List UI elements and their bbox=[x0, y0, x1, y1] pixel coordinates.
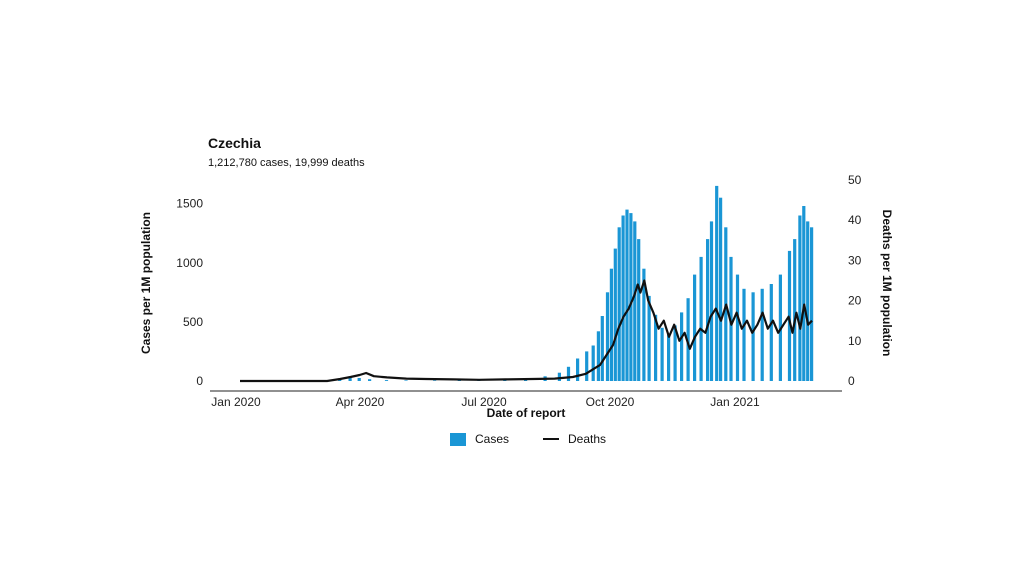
cases-bar bbox=[629, 213, 633, 381]
cases-bar bbox=[600, 316, 604, 381]
x-tick: Jan 2021 bbox=[710, 395, 760, 409]
cases-bar bbox=[709, 221, 714, 381]
cases-bar bbox=[673, 325, 677, 381]
cases-bar bbox=[735, 274, 740, 381]
cases-bar bbox=[699, 256, 703, 381]
legend: Cases Deaths bbox=[450, 432, 640, 446]
cases-bar bbox=[637, 239, 641, 381]
x-tick: Jan 2020 bbox=[211, 395, 261, 409]
cases-bar bbox=[810, 227, 814, 381]
cases-bar bbox=[793, 239, 797, 381]
cases-bar bbox=[806, 221, 810, 381]
cases-bar bbox=[760, 288, 764, 381]
cases-bar bbox=[404, 380, 408, 381]
legend-item-cases: Cases bbox=[450, 432, 509, 446]
cases-bar bbox=[667, 333, 671, 381]
cases-bar bbox=[348, 377, 352, 381]
x-tick: Jul 2020 bbox=[461, 395, 507, 409]
cases-bar bbox=[596, 331, 600, 381]
cases-bar bbox=[802, 206, 806, 381]
cases-bar bbox=[715, 185, 719, 381]
cases-bar bbox=[605, 292, 610, 381]
legend-swatch-deaths bbox=[543, 438, 560, 440]
cases-bar bbox=[625, 209, 629, 381]
cases-bar bbox=[613, 248, 617, 381]
cases-bar bbox=[751, 292, 755, 381]
y-tick-right: 40 bbox=[848, 213, 862, 227]
deaths-line bbox=[240, 279, 813, 383]
cases-bar bbox=[742, 288, 746, 381]
y-tick-right: 20 bbox=[848, 294, 862, 308]
cases-bar bbox=[617, 227, 621, 381]
cases-bar bbox=[357, 378, 361, 381]
cases-bar bbox=[368, 379, 372, 381]
cases-bar bbox=[680, 312, 684, 381]
cases-bar bbox=[591, 345, 595, 381]
cases-bar bbox=[654, 314, 658, 381]
cases-bar bbox=[719, 197, 723, 381]
cases-bar bbox=[769, 284, 773, 381]
cases-bar bbox=[642, 268, 646, 381]
cases-bar bbox=[706, 239, 710, 381]
cases-bar bbox=[633, 221, 637, 381]
legend-item-deaths: Deaths bbox=[543, 432, 606, 446]
y-tick-left: 0 bbox=[196, 374, 203, 388]
y-tick-right: 10 bbox=[848, 334, 862, 348]
x-tick: Oct 2020 bbox=[586, 395, 635, 409]
chart-title: Czechia bbox=[208, 135, 261, 151]
y-axis-left-title: Cases per 1M population bbox=[139, 212, 153, 354]
x-axis-title: Date of report bbox=[487, 406, 566, 420]
cases-bar bbox=[787, 250, 792, 381]
y-tick-left: 1000 bbox=[176, 256, 203, 270]
y-tick-left: 500 bbox=[183, 315, 203, 329]
cases-bar bbox=[621, 215, 625, 381]
cases-bars bbox=[313, 185, 814, 382]
legend-swatch-cases bbox=[450, 432, 466, 446]
cases-bar bbox=[660, 327, 664, 381]
x-tick: Apr 2020 bbox=[336, 395, 385, 409]
cases-bar bbox=[557, 372, 561, 381]
cases-bar bbox=[585, 351, 589, 381]
y-tick-right: 0 bbox=[848, 374, 855, 388]
legend-label-cases: Cases bbox=[475, 432, 510, 446]
y-tick-right: 50 bbox=[848, 173, 862, 187]
y-axis-right: 0 10 20 30 40 50 bbox=[848, 173, 862, 388]
y-axis-right-title: Deaths per 1M population bbox=[880, 210, 894, 357]
x-axis: Jan 2020 Apr 2020 Jul 2020 Oct 2020 Jan 2021 bbox=[211, 395, 760, 409]
cases-bar bbox=[647, 295, 651, 381]
chart-subtitle: 1,212,780 cases, 19,999 deaths bbox=[208, 157, 365, 169]
legend-label-deaths: Deaths bbox=[568, 432, 607, 446]
cases-bar bbox=[433, 380, 437, 381]
cases-bar bbox=[686, 298, 690, 381]
cases-bar bbox=[693, 274, 697, 381]
y-axis-left: 0 500 1000 1500 bbox=[176, 197, 203, 388]
cases-bar bbox=[576, 358, 580, 381]
cases-bar bbox=[384, 380, 389, 381]
cases-bar bbox=[798, 215, 802, 381]
y-tick-left: 1500 bbox=[176, 197, 203, 211]
cases-bar bbox=[609, 268, 613, 381]
y-tick-right: 30 bbox=[848, 253, 862, 267]
cases-bar bbox=[566, 366, 571, 381]
